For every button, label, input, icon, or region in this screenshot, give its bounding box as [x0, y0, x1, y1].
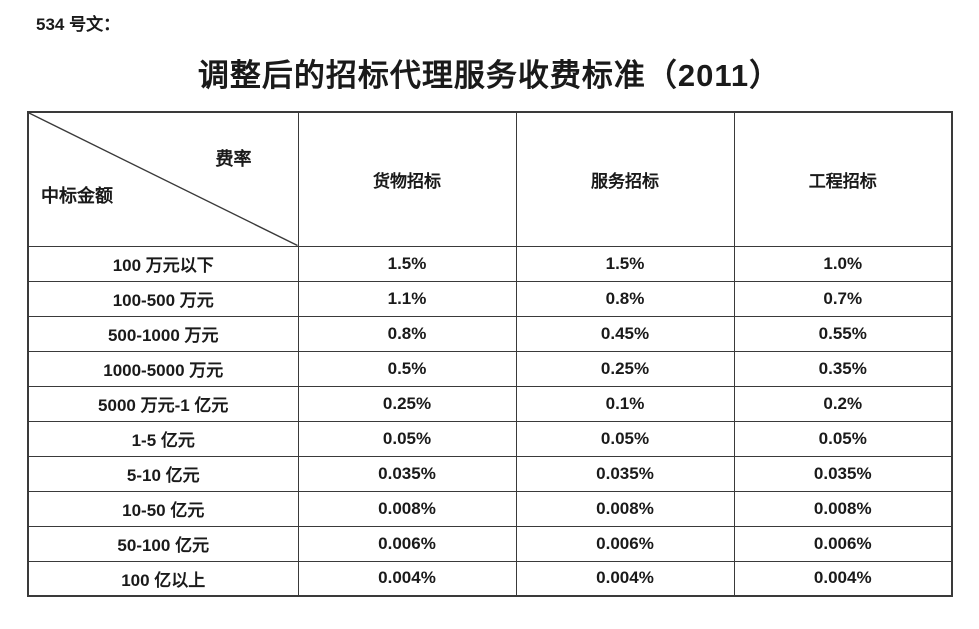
amount-range-cell: 100-500 万元	[27, 280, 299, 317]
rate-cell: 1.1%	[297, 280, 517, 317]
header-row: 费率 中标金额 货物招标 服务招标 工程招标	[27, 111, 953, 247]
corner-label-rate: 费率	[215, 149, 252, 169]
rate-cell: 0.05%	[297, 420, 517, 457]
corner-header-cell: 费率 中标金额	[27, 111, 299, 247]
rate-cell: 0.008%	[733, 490, 953, 527]
amount-range-cell: 5000 万元-1 亿元	[27, 385, 299, 422]
table-row: 5000 万元-1 亿元 0.25% 0.1% 0.2%	[27, 385, 953, 422]
rate-cell: 0.05%	[515, 420, 735, 457]
rate-cell: 0.5%	[297, 350, 517, 387]
rate-cell: 0.55%	[733, 315, 953, 352]
rate-cell: 0.004%	[515, 560, 735, 597]
rate-cell: 0.45%	[515, 315, 735, 352]
table-row: 1000-5000 万元 0.5% 0.25% 0.35%	[27, 350, 953, 387]
table-row: 10-50 亿元 0.008% 0.008% 0.008%	[27, 490, 953, 527]
rate-cell: 0.25%	[515, 350, 735, 387]
diagonal-divider-line	[29, 113, 298, 246]
col-header-services: 服务招标	[515, 111, 735, 247]
rate-cell: 0.008%	[515, 490, 735, 527]
rate-cell: 0.8%	[297, 315, 517, 352]
rate-cell: 0.035%	[733, 455, 953, 492]
rate-cell: 0.35%	[733, 350, 953, 387]
rate-cell: 0.1%	[515, 385, 735, 422]
table-row: 100 亿以上 0.004% 0.004% 0.004%	[27, 560, 953, 597]
rate-cell: 0.004%	[297, 560, 517, 597]
rate-cell: 0.035%	[515, 455, 735, 492]
rate-cell: 0.006%	[733, 525, 953, 562]
rate-cell: 0.7%	[733, 280, 953, 317]
amount-range-cell: 100 亿以上	[27, 560, 299, 597]
rate-cell: 1.5%	[297, 245, 517, 282]
table-row: 5-10 亿元 0.035% 0.035% 0.035%	[27, 455, 953, 492]
rate-cell: 0.8%	[515, 280, 735, 317]
col-header-goods: 货物招标	[297, 111, 517, 247]
col-header-engineering: 工程招标	[733, 111, 953, 247]
rate-cell: 0.008%	[297, 490, 517, 527]
table-row: 50-100 亿元 0.006% 0.006% 0.006%	[27, 525, 953, 562]
table-row: 100-500 万元 1.1% 0.8% 0.7%	[27, 280, 953, 317]
rate-cell: 0.2%	[733, 385, 953, 422]
rate-cell: 1.0%	[733, 245, 953, 282]
page-title: 调整后的招标代理服务收费标准（2011）	[197, 58, 782, 93]
amount-range-cell: 5-10 亿元	[27, 455, 299, 492]
rate-cell: 0.05%	[733, 420, 953, 457]
amount-range-cell: 1000-5000 万元	[27, 350, 299, 387]
rate-cell: 1.5%	[515, 245, 735, 282]
doc-ref: 534 号文：	[36, 15, 121, 34]
fee-table: 费率 中标金额 货物招标 服务招标 工程招标 100 万元以下 1.5% 1.5…	[27, 111, 953, 597]
table-row: 100 万元以下 1.5% 1.5% 1.0%	[27, 245, 953, 282]
amount-range-cell: 100 万元以下	[27, 245, 299, 282]
rate-cell: 0.006%	[297, 525, 517, 562]
amount-range-cell: 10-50 亿元	[27, 490, 299, 527]
amount-range-cell: 1-5 亿元	[27, 420, 299, 457]
rate-cell: 0.035%	[297, 455, 517, 492]
amount-range-cell: 50-100 亿元	[27, 525, 299, 562]
corner-label-amount: 中标金额	[41, 185, 113, 206]
table-row: 500-1000 万元 0.8% 0.45% 0.55%	[27, 315, 953, 352]
rate-cell: 0.004%	[733, 560, 953, 597]
rate-cell: 0.25%	[297, 385, 517, 422]
table-row: 1-5 亿元 0.05% 0.05% 0.05%	[27, 420, 953, 457]
rate-cell: 0.006%	[515, 525, 735, 562]
amount-range-cell: 500-1000 万元	[27, 315, 299, 352]
